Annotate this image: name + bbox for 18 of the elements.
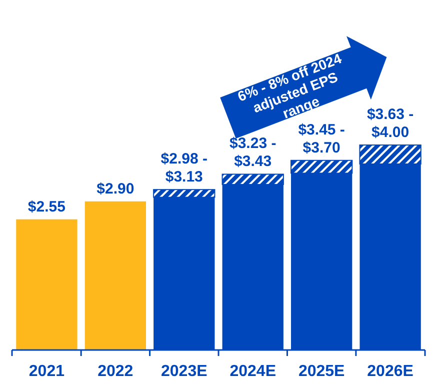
data-label: $3.63 - [366,106,414,123]
total-label: $3.70 [302,139,340,156]
total-label: $3.13 [165,168,203,186]
bar [84,201,146,350]
bar [16,219,78,350]
x-tick-label: 2021 [28,363,65,380]
x-tick-label: 2022 [98,363,134,380]
x-tick-label: 2025E [298,363,346,380]
data-label: $2.55 [28,198,66,216]
x-tick-label: 2026E [367,363,414,380]
data-label: $2.90 [96,180,134,198]
data-label: $2.98 - [160,150,208,168]
x-tick-label: 2024E [230,363,276,380]
total-label: $4.00 [372,124,410,141]
total-label: $3.43 [234,153,272,170]
data-label: $3.23 - [230,135,276,152]
data-label: $3.45 - [298,121,345,138]
x-tick-label: 2023E [161,363,208,380]
